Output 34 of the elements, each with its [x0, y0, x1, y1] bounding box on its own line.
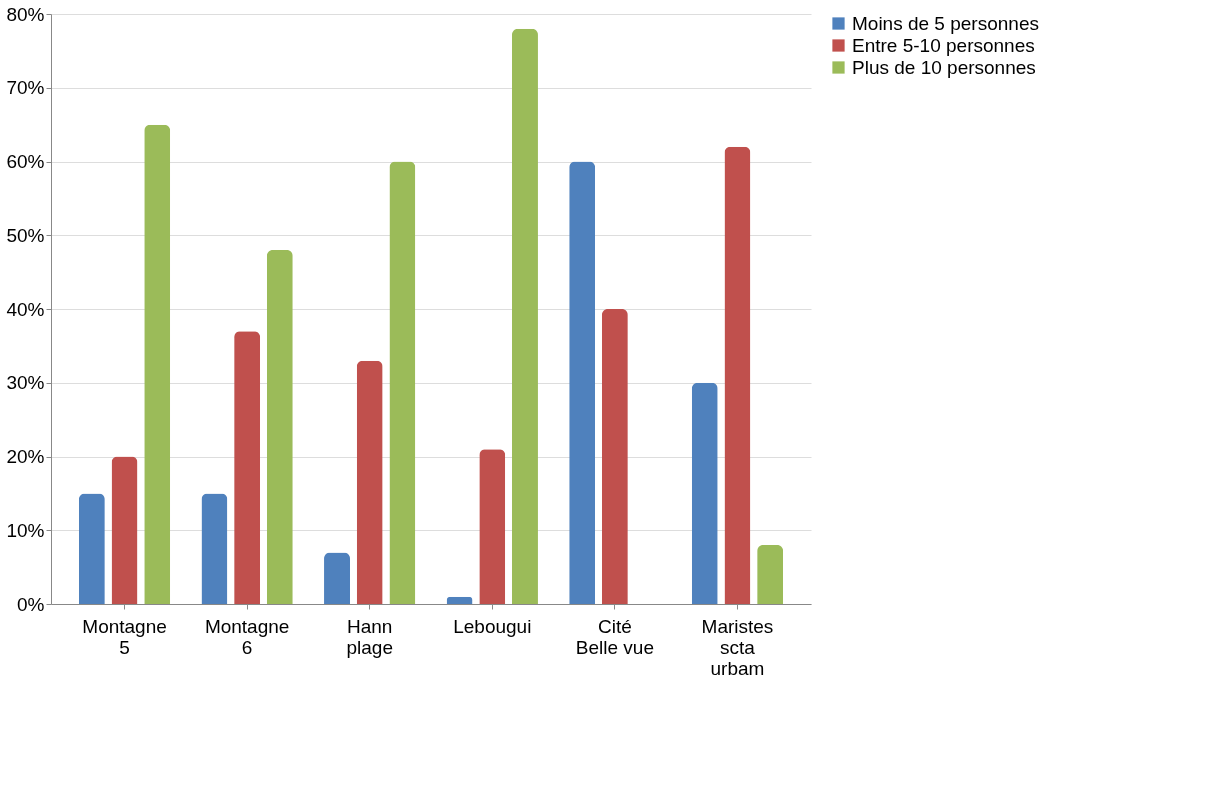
bar	[691, 382, 718, 604]
y-tick-label: 10%	[6, 519, 45, 541]
legend-label: Moins de 5 personnes	[852, 12, 1039, 34]
legend-label: Entre 5-10 personnes	[852, 34, 1035, 56]
bar	[757, 545, 784, 604]
bar	[78, 493, 105, 604]
bar	[724, 146, 751, 604]
bar	[144, 124, 171, 604]
bar	[389, 161, 416, 604]
bar	[479, 449, 506, 604]
x-tick-label: Montagne 6	[204, 615, 290, 658]
x-tick-label: Cité Belle vue	[575, 615, 654, 658]
bar	[569, 161, 596, 604]
x-tick-label: Hann plage	[346, 615, 393, 658]
y-tick-label: 80%	[6, 3, 45, 25]
y-tick-label: 0%	[17, 593, 45, 615]
y-tick-label: 50%	[6, 224, 45, 246]
x-tick-label: Maristes scta urbam	[701, 615, 774, 679]
bar	[266, 250, 293, 604]
y-tick-label: 40%	[6, 298, 45, 320]
y-tick-label: 20%	[6, 446, 45, 467]
bar	[511, 28, 538, 604]
y-tick-label: 60%	[6, 151, 45, 172]
x-tick-label: Lebougui	[453, 615, 532, 637]
bar	[324, 552, 351, 604]
bar	[111, 456, 138, 604]
y-tick-label: 70%	[6, 77, 45, 99]
y-tick-label: 30%	[6, 372, 45, 394]
legend-label: Plus de 10 personnes	[852, 56, 1036, 78]
x-tick-label: Montagne 5	[82, 615, 167, 658]
bar	[234, 331, 261, 604]
bar	[356, 360, 383, 604]
bar	[601, 309, 628, 604]
bar	[201, 493, 228, 604]
